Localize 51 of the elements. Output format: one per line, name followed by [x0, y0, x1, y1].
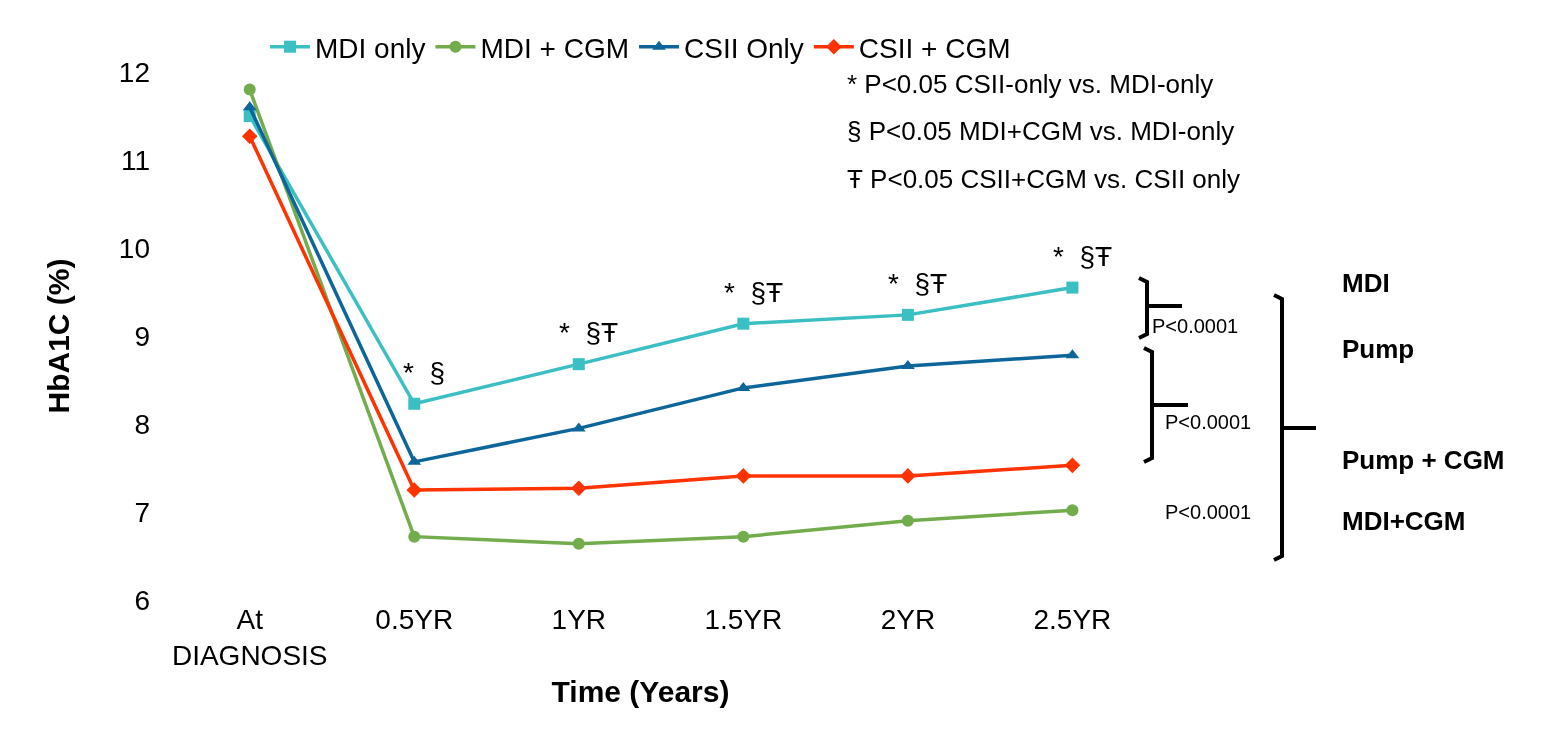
- point: [243, 83, 256, 96]
- annotation: * §Ŧ: [888, 268, 948, 299]
- x-tick-label: 2YR: [880, 604, 936, 635]
- point: [406, 482, 423, 498]
- text: MDI+CGM: [1342, 506, 1466, 536]
- point: [901, 514, 914, 527]
- legend-label: CSII Only: [684, 32, 804, 64]
- point: [901, 308, 914, 321]
- x-axis-title: Time (Years): [551, 674, 730, 708]
- point: [1066, 504, 1079, 517]
- point: [737, 530, 750, 543]
- x-tick-label: At DIAGNOSIS: [171, 604, 328, 672]
- text: MDI: [1342, 268, 1390, 298]
- x-tick-label: 1.5YR: [704, 604, 783, 635]
- y-tick-label: 8: [134, 408, 150, 440]
- y-tick-label: 12: [118, 56, 150, 88]
- point: [1066, 281, 1079, 294]
- annotation: * §Ŧ: [559, 317, 619, 348]
- y-tick-label: 9: [134, 320, 150, 352]
- legend-label: MDI only: [315, 32, 426, 64]
- y-tick-label: 11: [120, 144, 150, 176]
- text: P<0.0001: [1165, 501, 1252, 523]
- annotation: * §Ŧ: [724, 277, 784, 308]
- text: Pump + CGM: [1342, 445, 1505, 475]
- annotation: Ŧ P<0.05 CSII+CGM vs. CSII only: [847, 164, 1241, 194]
- point: [571, 480, 587, 497]
- point: [737, 317, 750, 330]
- y-tick-label: 7: [134, 496, 150, 528]
- legend-label: MDI + CGM: [480, 32, 630, 64]
- y-tick-label: 6: [134, 584, 150, 616]
- point: [241, 128, 258, 145]
- text: P<0.0001: [1165, 411, 1252, 433]
- point: [408, 530, 421, 543]
- x-tick-label: 1YR: [551, 604, 607, 635]
- annotation: P<0.0001: [1152, 315, 1239, 337]
- legend-label: CSII + CGM: [858, 32, 1011, 64]
- point: [572, 358, 585, 371]
- point: [1064, 457, 1081, 474]
- annotation: * §Ŧ: [1053, 241, 1113, 272]
- point: [735, 468, 752, 484]
- point: [900, 468, 916, 484]
- annotation: * §: [403, 357, 446, 388]
- text: Pump: [1342, 334, 1415, 364]
- y-tick-label: 10: [118, 232, 150, 264]
- annotation: * P<0.05 CSII-only vs. MDI-only: [847, 69, 1214, 99]
- x-tick-label: 0.5YR: [375, 604, 454, 635]
- annotation: § P<0.05 MDI+CGM vs. MDI-only: [847, 116, 1235, 146]
- point: [572, 537, 585, 550]
- point: [408, 397, 421, 410]
- y-axis-title: HbA1C (%): [41, 258, 75, 414]
- x-tick-label: 2.5YR: [1033, 604, 1112, 635]
